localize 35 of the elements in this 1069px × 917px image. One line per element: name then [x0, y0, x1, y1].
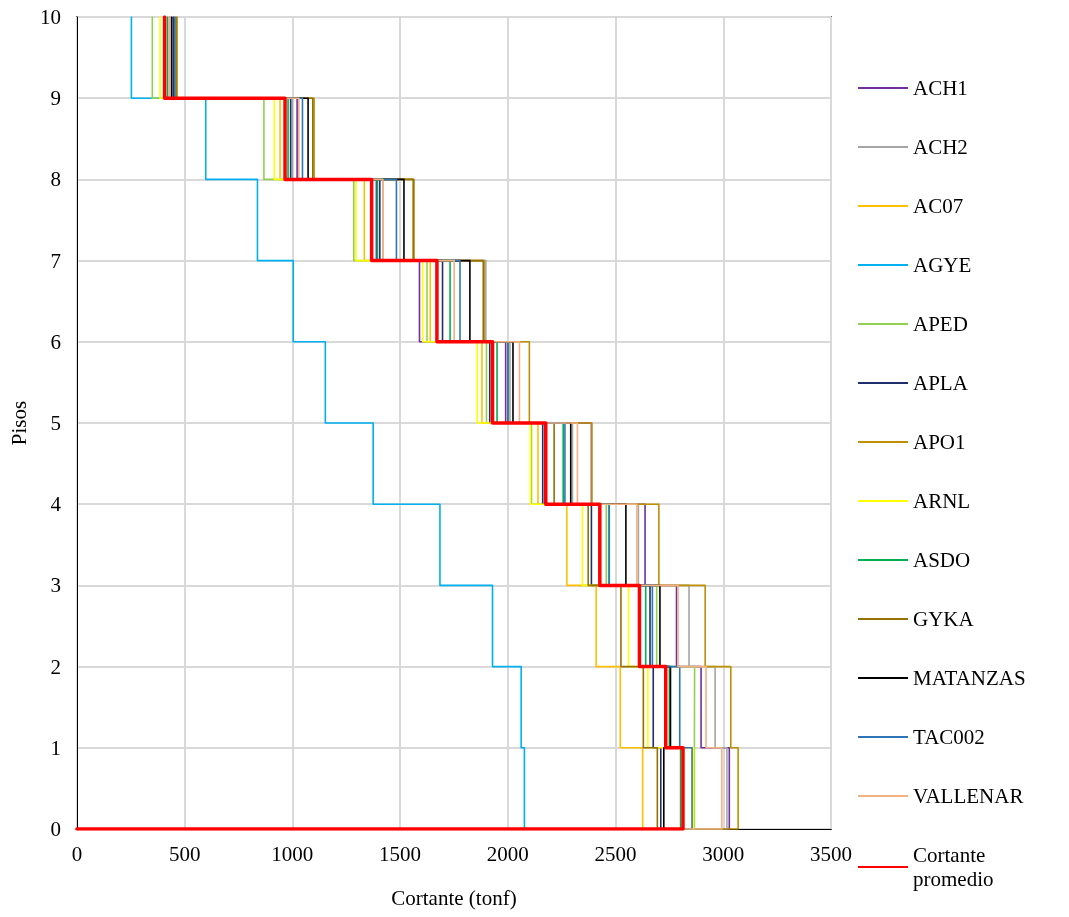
y-tick-label: 9 [50, 86, 61, 111]
y-tick-label: 0 [50, 817, 61, 841]
legend-label: Cortante promedio [913, 843, 994, 891]
y-tick-label: 2 [50, 654, 61, 679]
legend-label: VALLENAR [913, 784, 1024, 808]
legend-label: ASDO [913, 548, 971, 572]
legend-label: ARNL [913, 489, 971, 513]
legend-label: AC07 [913, 194, 964, 218]
y-tick-label: 3 [50, 573, 61, 598]
y-tick-label: 4 [50, 492, 62, 517]
x-tick-label: 0 [71, 841, 83, 866]
legend-label: GYKA [913, 607, 975, 631]
x-axis-title: Cortante (tonf) [391, 885, 517, 910]
y-tick-label: 10 [39, 5, 61, 29]
legend-label: APED [913, 312, 968, 336]
x-tick-label: 2500 [594, 841, 637, 866]
y-tick-label: 8 [50, 167, 61, 192]
legend-label: ACH1 [913, 76, 968, 100]
y-tick-label: 6 [50, 329, 61, 354]
x-tick-label: 1000 [271, 841, 314, 866]
y-tick-label: 7 [50, 248, 61, 273]
legend-label: ACH2 [913, 135, 968, 159]
y-tick-label: 5 [50, 411, 61, 435]
y-tick-label: 1 [50, 735, 61, 760]
legend-label: TAC002 [913, 725, 985, 749]
legend-label: APLA [913, 371, 969, 395]
legend-label: APO1 [913, 430, 966, 454]
legend-label: MATANZAS [913, 666, 1026, 690]
x-tick-label: 3000 [702, 841, 745, 866]
legend-label: AGYE [913, 253, 972, 277]
x-tick-label: 1500 [379, 841, 422, 866]
y-axis-title: Pisos [6, 400, 31, 446]
x-tick-label: 3500 [810, 841, 852, 866]
x-tick-label: 500 [168, 841, 201, 866]
x-tick-label: 2000 [486, 841, 529, 866]
